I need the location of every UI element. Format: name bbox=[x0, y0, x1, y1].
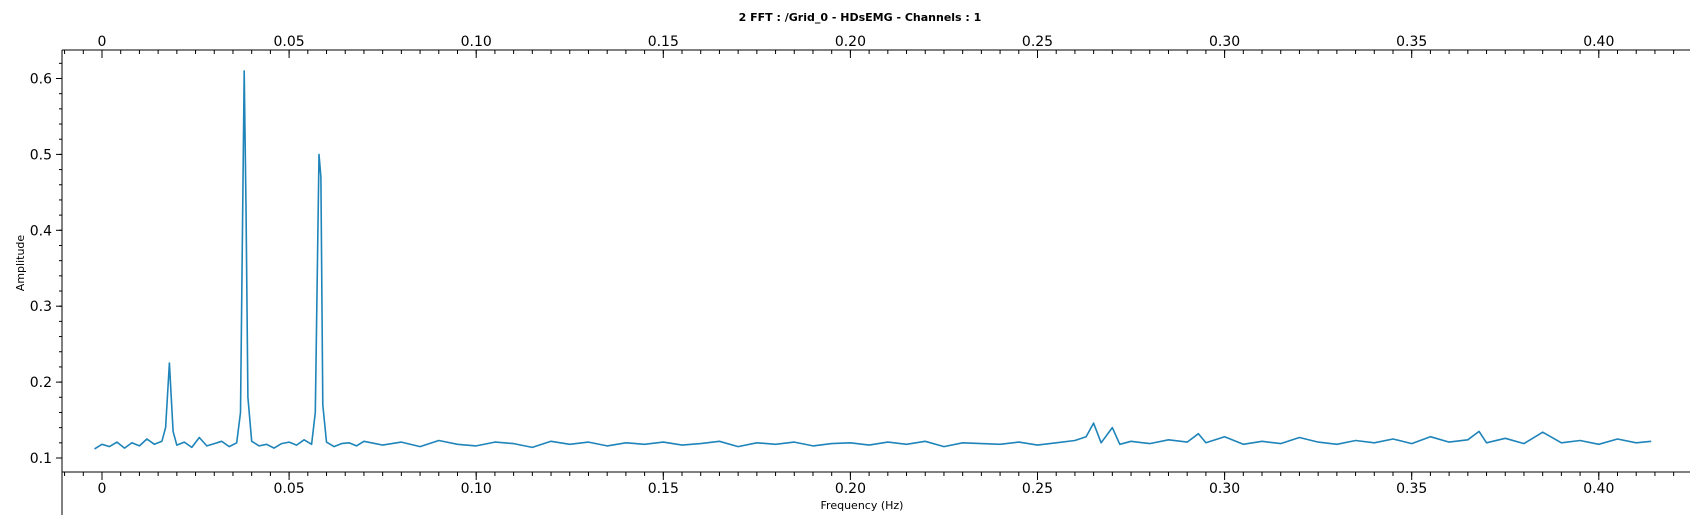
y-tick-label: 0.2 bbox=[30, 375, 52, 391]
x-top-tick-label: 0 bbox=[98, 34, 107, 50]
x-axis-title: Frequency (Hz) bbox=[821, 499, 904, 512]
x-tick-label: 0.20 bbox=[835, 481, 866, 497]
y-tick-label: 0.3 bbox=[30, 299, 52, 315]
x-tick-label: 0.30 bbox=[1209, 481, 1240, 497]
chart-title: 2 FFT : /Grid_0 - HDsEMG - Channels : 1 bbox=[739, 11, 982, 24]
y-tick-label: 0.4 bbox=[30, 223, 52, 239]
x-top-tick-label: 0.40 bbox=[1583, 34, 1614, 50]
x-tick-label: 0 bbox=[98, 481, 107, 497]
x-top-tick-label: 0.25 bbox=[1022, 34, 1053, 50]
x-top-tick-label: 0.35 bbox=[1396, 34, 1427, 50]
y-axis: 0.1 0.2 0.3 0.4 0.5 0.6 bbox=[30, 50, 63, 515]
y-axis-title: Amplitude bbox=[14, 235, 27, 292]
x-tick-label: 0.35 bbox=[1396, 481, 1427, 497]
y-tick-label: 0.1 bbox=[30, 451, 52, 467]
x-tick-label: 0.10 bbox=[461, 481, 492, 497]
x-tick-label: 0.40 bbox=[1583, 481, 1614, 497]
x-axis-top: 0 0.05 0.10 0.15 0.20 0.25 0.30 0.35 0.40 bbox=[62, 34, 1690, 58]
y-tick-label: 0.6 bbox=[30, 72, 52, 88]
x-top-tick-label: 0.20 bbox=[835, 34, 866, 50]
x-top-tick-label: 0.05 bbox=[274, 34, 305, 50]
x-tick-label: 0.15 bbox=[648, 481, 679, 497]
x-top-tick-label: 0.10 bbox=[461, 34, 492, 50]
series-line bbox=[94, 70, 1652, 450]
series-layer bbox=[94, 70, 1652, 450]
x-tick-label: 0.25 bbox=[1022, 481, 1053, 497]
x-top-tick-label: 0.15 bbox=[648, 34, 679, 50]
y-tick-label: 0.5 bbox=[30, 147, 52, 163]
x-axis-bottom: 0 0.05 0.10 0.15 0.20 0.25 0.30 0.35 0.40 bbox=[62, 471, 1690, 497]
x-top-tick-label: 0.30 bbox=[1209, 34, 1240, 50]
x-tick-label: 0.05 bbox=[274, 481, 305, 497]
